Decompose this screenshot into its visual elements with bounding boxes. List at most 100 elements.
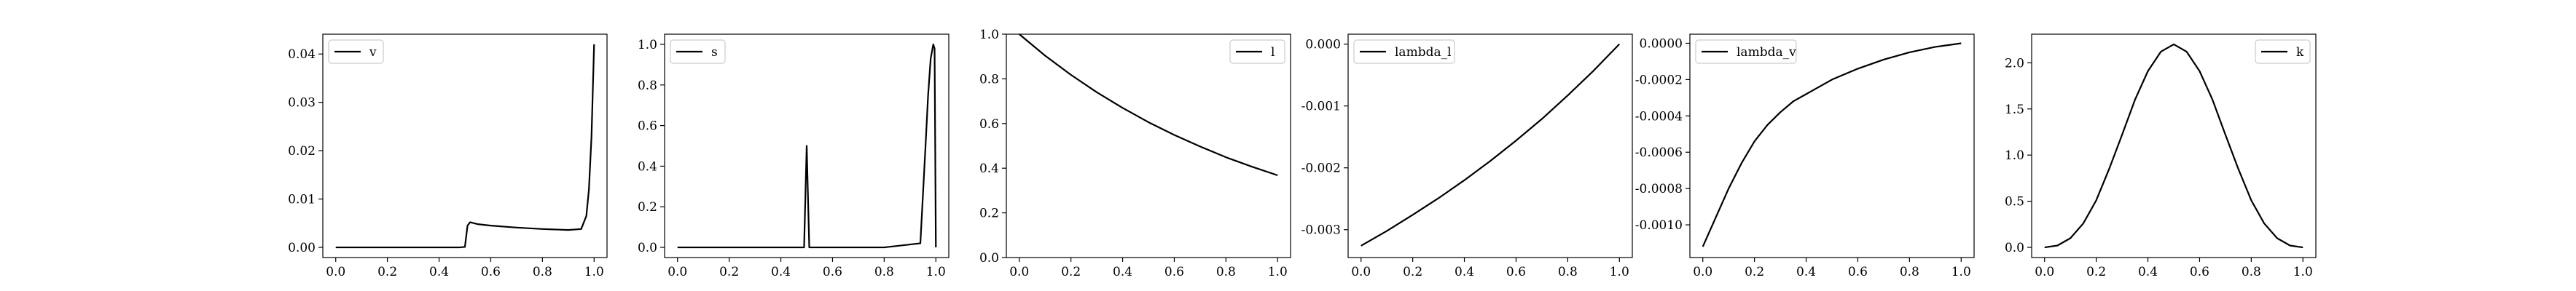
y-tick-label: 0.4 bbox=[638, 159, 657, 174]
axes-frame bbox=[322, 33, 608, 258]
y-tick-label: 0.2 bbox=[979, 207, 999, 221]
x-tick-label: 0.4 bbox=[429, 265, 449, 279]
x-tick-label: 1.0 bbox=[584, 265, 604, 279]
x-tick-label: 0.8 bbox=[874, 265, 894, 279]
chart-panel-2: 0.0 0.2 0.4 0.6 0.8 1.0 0.0 0.2 0.4 0.6 0.8 1.0 s bbox=[638, 33, 950, 279]
y-tick-label: 0.0 bbox=[979, 251, 999, 266]
x-tick-label: 0.6 bbox=[481, 265, 501, 279]
legend-label: k bbox=[2296, 45, 2304, 60]
legend-box bbox=[1353, 39, 1455, 64]
x-tick-label: 0.4 bbox=[1796, 265, 1816, 279]
x-tick-label: 0.0 bbox=[1693, 265, 1712, 279]
x-tick-label: 0.6 bbox=[823, 265, 842, 279]
y-tick-label: -0.002 bbox=[1301, 162, 1341, 176]
x-tick-label: 0.2 bbox=[719, 265, 739, 279]
axes-frame bbox=[1006, 33, 1291, 258]
y-tick-label: 0.4 bbox=[979, 162, 999, 176]
series-line-l bbox=[1019, 33, 1278, 177]
x-tick-label: 0.8 bbox=[533, 265, 552, 279]
x-tick-label: 0.2 bbox=[2086, 265, 2106, 279]
legend-label: lambda_v bbox=[1737, 45, 1796, 60]
x-tick-label: 0.2 bbox=[1745, 265, 1764, 279]
y-tick-label: -0.0004 bbox=[1635, 109, 1683, 124]
y-tick-label: -0.0006 bbox=[1635, 146, 1683, 160]
x-tick-label: 0.8 bbox=[1216, 265, 1236, 279]
legend: v bbox=[328, 39, 384, 64]
x-tick-label: 0.2 bbox=[1061, 265, 1081, 279]
x-tick-label: 1.0 bbox=[1268, 265, 1288, 279]
x-tick-label: 0.0 bbox=[1009, 265, 1029, 279]
x-tick-label: 0.8 bbox=[1900, 265, 1919, 279]
x-tick-label: 0.6 bbox=[1506, 265, 1526, 279]
axes-frame bbox=[664, 33, 950, 258]
x-tick-label: 0.4 bbox=[1455, 265, 1474, 279]
x-tick-label: 0.2 bbox=[377, 265, 397, 279]
y-tick-label: 0.6 bbox=[979, 117, 999, 132]
x-tick-label: 0.6 bbox=[1164, 265, 1184, 279]
y-tick-label: 0.01 bbox=[288, 193, 316, 207]
y-tick-label: 0.6 bbox=[638, 119, 657, 134]
legend: lambda_v bbox=[1695, 39, 1797, 64]
y-tick-label: 0.0 bbox=[638, 241, 657, 255]
y-tick-label: 0.8 bbox=[638, 79, 657, 93]
x-tick-label: 1.0 bbox=[2293, 265, 2313, 279]
series-line-lambda_v bbox=[1702, 42, 1962, 247]
x-tick-label: 1.0 bbox=[1951, 265, 1971, 279]
legend-box bbox=[1695, 39, 1797, 64]
x-tick-label: 0.8 bbox=[1558, 265, 1578, 279]
chart-panel-3: 0.0 0.2 0.4 0.6 0.8 1.0 0.0 0.2 0.4 0.6 0.8 1.0 l bbox=[979, 28, 1291, 279]
series-line-lambda_l bbox=[1361, 43, 1621, 247]
y-tick-label: 0.04 bbox=[288, 47, 316, 62]
series-line-v bbox=[335, 44, 595, 249]
y-tick-label: 0.2 bbox=[638, 200, 657, 215]
x-tick-label: 0.0 bbox=[2035, 265, 2054, 279]
legend-label: l bbox=[1271, 45, 1275, 60]
x-tick-label: 0.6 bbox=[2190, 265, 2209, 279]
y-tick-label: 0.0 bbox=[2005, 241, 2024, 255]
x-tick-label: 0.4 bbox=[771, 265, 791, 279]
legend: s bbox=[670, 39, 726, 64]
y-tick-label: 0.000 bbox=[1305, 38, 1341, 52]
chart-panel-5: 0.0 0.2 0.4 0.6 0.8 1.0 0.0000 -0.0002 -0.0004 -0… bbox=[1635, 33, 1975, 279]
x-tick-label: 0.0 bbox=[326, 265, 345, 279]
y-tick-label: -0.003 bbox=[1301, 223, 1341, 238]
y-tick-label: 1.5 bbox=[2005, 103, 2024, 117]
x-tick-label: 1.0 bbox=[1610, 265, 1629, 279]
series-line-k bbox=[2044, 43, 2303, 249]
y-tick-label: 0.5 bbox=[2005, 195, 2024, 210]
chart-panel-1: 0.0 0.2 0.4 0.6 0.8 1.0 0.00 0.01 0.02 0.03 0.04 v bbox=[288, 33, 608, 279]
y-tick-label: 0.02 bbox=[288, 144, 316, 159]
y-tick-label: 0.03 bbox=[288, 96, 316, 111]
x-tick-label: 0.0 bbox=[668, 265, 687, 279]
legend: k bbox=[2255, 39, 2311, 64]
axes-frame bbox=[1689, 33, 1975, 258]
chart-panel-4: 0.0 0.2 0.4 0.6 0.8 1.0 0.000 -0.001 -0.002 -0.00… bbox=[1301, 33, 1633, 279]
y-tick-label: -0.001 bbox=[1301, 100, 1341, 114]
chart-panel-6: 0.0 0.2 0.4 0.6 0.8 1.0 0.0 0.5 1.0 1.5 2.0 k bbox=[2005, 33, 2317, 279]
x-tick-label: 0.4 bbox=[2138, 265, 2158, 279]
legend-label: lambda_l bbox=[1395, 45, 1452, 60]
y-tick-label: -0.0010 bbox=[1635, 218, 1683, 233]
y-tick-label: 1.0 bbox=[979, 28, 999, 42]
y-tick-label: -0.0008 bbox=[1635, 182, 1683, 196]
legend: lambda_l bbox=[1353, 39, 1455, 64]
x-tick-label: 0.8 bbox=[2242, 265, 2261, 279]
y-tick-label: -0.0002 bbox=[1635, 73, 1683, 87]
y-tick-label: 0.8 bbox=[979, 72, 999, 87]
y-tick-label: 1.0 bbox=[2005, 148, 2024, 163]
legend: l bbox=[1229, 39, 1285, 64]
x-tick-label: 0.4 bbox=[1113, 265, 1132, 279]
legend-label: v bbox=[369, 45, 377, 60]
legend-label: s bbox=[711, 45, 718, 60]
x-tick-label: 0.6 bbox=[1848, 265, 1868, 279]
series-line-s bbox=[677, 43, 937, 249]
x-tick-label: 0.2 bbox=[1403, 265, 1422, 279]
axes-frame bbox=[1347, 33, 1633, 258]
x-tick-label: 0.0 bbox=[1351, 265, 1371, 279]
y-tick-label: 0.0000 bbox=[1640, 36, 1683, 51]
axes-frame bbox=[2031, 33, 2317, 258]
y-tick-label: 0.00 bbox=[288, 241, 316, 255]
y-tick-label: 1.0 bbox=[638, 38, 657, 52]
x-tick-label: 1.0 bbox=[926, 265, 946, 279]
